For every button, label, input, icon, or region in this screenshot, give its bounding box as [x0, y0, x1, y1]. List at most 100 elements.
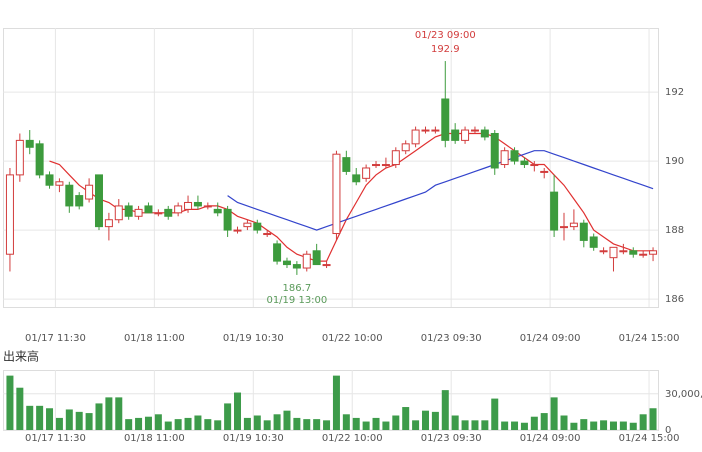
- price-frame: [3, 28, 659, 308]
- x-tick-label: 01/22 10:00: [322, 333, 383, 344]
- volume-bar: [204, 419, 212, 430]
- volume-bar: [520, 422, 528, 430]
- volume-bar: [382, 421, 390, 430]
- volume-bar: [273, 414, 281, 430]
- volume-bar: [243, 417, 251, 430]
- volume-bar: [105, 397, 113, 430]
- volume-title: 出来高: [3, 349, 39, 364]
- candle-body: [263, 233, 272, 236]
- candle-body: [124, 205, 133, 217]
- volume-bar: [283, 410, 291, 430]
- volume-bar: [154, 414, 162, 430]
- candle-body: [243, 222, 252, 228]
- volume-bar: [224, 403, 232, 430]
- candle-body: [470, 129, 479, 132]
- candle-body: [619, 250, 628, 253]
- candle-body: [35, 143, 44, 176]
- x-tick-label: 01/17 11:30: [25, 433, 86, 444]
- y-tick-label: 188: [665, 225, 684, 236]
- volume-bar: [590, 421, 598, 430]
- candle-body: [391, 150, 400, 166]
- volume-bar: [431, 411, 439, 430]
- x-tick-label: 01/24 09:00: [520, 333, 581, 344]
- x-tick-label: 01/24 09:00: [520, 433, 581, 444]
- candle-body: [282, 260, 291, 266]
- volume-bar: [263, 420, 271, 430]
- volume-bar: [6, 375, 14, 430]
- candle-body: [312, 250, 321, 266]
- candle-body: [273, 243, 282, 262]
- volume-bar: [481, 420, 489, 430]
- volume-bar: [342, 414, 350, 430]
- candle-body: [144, 205, 153, 214]
- candle-body: [520, 160, 529, 166]
- candle-body: [629, 250, 638, 255]
- y-tick-label: 192: [665, 87, 684, 98]
- moving-average-line: [227, 150, 654, 231]
- candle-body: [184, 201, 193, 210]
- volume-bar: [570, 422, 578, 430]
- candle-body: [302, 253, 311, 269]
- volume-bar: [451, 415, 459, 430]
- candle-body: [560, 226, 569, 229]
- annotation-value: 192.9: [431, 44, 460, 55]
- volume-bar: [234, 392, 242, 430]
- candle-body: [461, 129, 470, 141]
- candle-body: [589, 236, 598, 248]
- annotation-value: 186.7: [283, 283, 312, 294]
- candle-body: [401, 143, 410, 152]
- candle-body: [441, 98, 450, 141]
- candle-body: [114, 205, 123, 221]
- candle-body: [253, 222, 262, 231]
- volume-bar: [95, 403, 103, 430]
- candle-body: [55, 181, 64, 186]
- volume-bar: [184, 417, 192, 430]
- candle-body: [431, 129, 440, 132]
- volume-bar: [164, 421, 172, 430]
- candle-body: [540, 170, 549, 173]
- volume-bar: [174, 419, 182, 430]
- volume-bar: [461, 420, 469, 430]
- candle-body: [381, 164, 390, 167]
- volume-bar: [560, 415, 568, 430]
- candle-body: [639, 253, 648, 256]
- candle-body: [15, 139, 24, 176]
- candle-body: [213, 208, 222, 214]
- volume-bar: [501, 421, 509, 430]
- volume-bar: [600, 420, 608, 430]
- candle-body: [490, 132, 499, 169]
- candle-body: [65, 184, 74, 207]
- volume-bar: [253, 415, 261, 430]
- candle-body: [104, 219, 113, 228]
- candle-body: [372, 164, 381, 167]
- annotation-time: 01/23 09:00: [415, 30, 476, 41]
- candle-body: [5, 174, 14, 255]
- candle-body: [25, 139, 34, 148]
- volume-bar: [471, 420, 479, 430]
- y-tick-label: 190: [665, 156, 684, 167]
- volume-bar: [65, 409, 73, 430]
- volume-bar: [46, 408, 54, 430]
- x-tick-label: 01/23 09:30: [421, 433, 482, 444]
- volume-bar: [352, 417, 360, 430]
- candle-body: [510, 150, 519, 162]
- volume-bar: [214, 420, 222, 430]
- volume-bar: [540, 413, 548, 430]
- volume-bar: [362, 421, 370, 430]
- volume-bar: [75, 411, 83, 430]
- volume-bar: [511, 421, 519, 430]
- annotation-time: 01/19 13:00: [266, 295, 327, 306]
- candle-body: [164, 208, 173, 217]
- candle-body: [352, 174, 361, 183]
- x-tick-label: 01/24 15:00: [619, 333, 680, 344]
- candle-body: [292, 264, 301, 269]
- volume-bar: [85, 413, 93, 430]
- candle-body: [342, 157, 351, 172]
- candle-body: [174, 205, 183, 214]
- candle-body: [569, 222, 578, 228]
- volume-bar: [402, 407, 410, 430]
- y-tick-label: 0: [665, 425, 671, 436]
- x-tick-label: 01/18 11:00: [124, 433, 185, 444]
- candle-body: [134, 208, 143, 217]
